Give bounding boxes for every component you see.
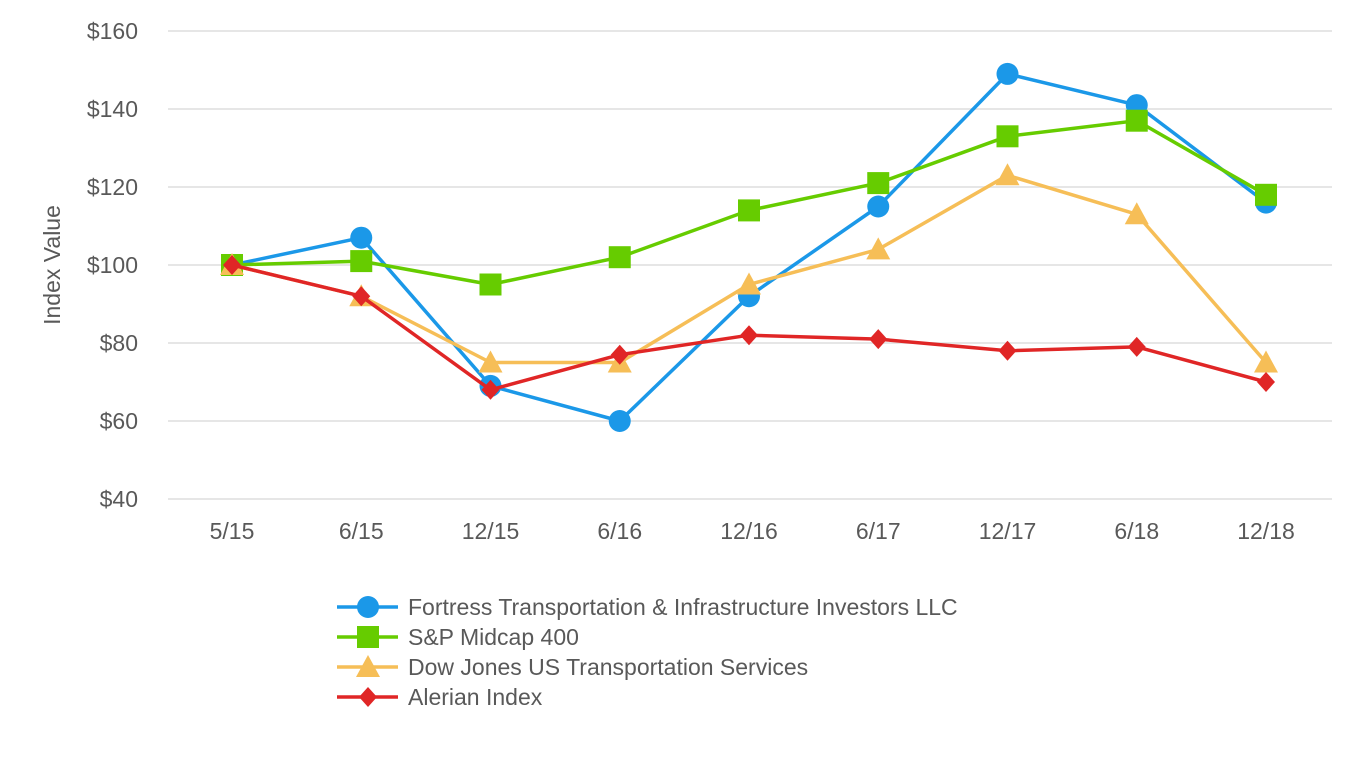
data-point-circle bbox=[608, 410, 631, 432]
x-axis-tick-labels: 5/15 6/15 12/15 6/16 12/16 6/17 12/17 6/18 12/18 bbox=[210, 518, 1295, 544]
x-tick-label: 12/16 bbox=[720, 518, 778, 544]
legend-label: Alerian Index bbox=[408, 684, 543, 710]
y-tick-label: $60 bbox=[100, 408, 138, 434]
data-point-triangle bbox=[478, 350, 503, 373]
y-axis-tick-labels: $40 $60 $80 $100 $120 $140 $160 bbox=[87, 18, 138, 512]
y-axis-title: Index Value bbox=[39, 205, 65, 325]
y-tick-label: $120 bbox=[87, 174, 138, 200]
legend-swatch-marker bbox=[357, 596, 379, 618]
data-point-triangle bbox=[737, 272, 761, 295]
data-point-triangle bbox=[995, 163, 1020, 186]
x-tick-label: 5/15 bbox=[210, 518, 255, 544]
data-point-diamond bbox=[740, 325, 758, 346]
legend-label: S&P Midcap 400 bbox=[408, 624, 579, 650]
data-point-diamond bbox=[1257, 372, 1275, 392]
legend-item: Fortress Transportation & Infrastructure… bbox=[337, 594, 958, 620]
data-point-square bbox=[1125, 109, 1148, 132]
data-point-circle bbox=[867, 195, 890, 218]
legend-label: Fortress Transportation & Infrastructure… bbox=[408, 594, 958, 620]
data-point-circle bbox=[350, 226, 373, 249]
data-point-diamond bbox=[481, 379, 500, 400]
x-tick-label: 12/18 bbox=[1237, 518, 1295, 544]
series-4 bbox=[223, 255, 1275, 400]
data-point-square bbox=[867, 172, 890, 195]
x-tick-label: 6/18 bbox=[1114, 518, 1159, 544]
y-tick-label: $40 bbox=[100, 486, 138, 512]
x-tick-label: 12/17 bbox=[979, 518, 1037, 544]
data-point-diamond bbox=[998, 340, 1017, 361]
legend-swatch-marker bbox=[359, 687, 377, 707]
data-point-square bbox=[996, 125, 1019, 148]
legend: Fortress Transportation & Infrastructure… bbox=[337, 594, 958, 710]
data-point-square bbox=[738, 199, 760, 222]
y-tick-label: $100 bbox=[87, 252, 138, 278]
series-line bbox=[231, 72, 1268, 423]
x-tick-label: 6/16 bbox=[597, 518, 642, 544]
data-point-triangle bbox=[866, 237, 891, 260]
data-point-diamond bbox=[1127, 336, 1146, 357]
y-tick-label: $80 bbox=[100, 330, 138, 356]
legend-label: Dow Jones US Transportation Services bbox=[408, 654, 808, 680]
y-tick-label: $160 bbox=[87, 18, 138, 44]
legend-item: Alerian Index bbox=[337, 684, 543, 710]
data-point-triangle bbox=[1124, 202, 1149, 225]
data-point-square bbox=[479, 273, 502, 296]
series-1 bbox=[221, 62, 1277, 432]
x-tick-label: 6/17 bbox=[856, 518, 901, 544]
data-point-triangle bbox=[1254, 350, 1278, 373]
series-2 bbox=[221, 109, 1277, 296]
data-point-square bbox=[350, 250, 373, 273]
legend-swatch-marker bbox=[356, 655, 380, 677]
legend-swatch-marker bbox=[357, 626, 379, 648]
legend-item: Dow Jones US Transportation Services bbox=[337, 654, 808, 680]
data-point-square bbox=[1255, 183, 1277, 206]
gridlines bbox=[168, 30, 1332, 500]
data-point-diamond bbox=[610, 344, 629, 365]
legend-item: S&P Midcap 400 bbox=[337, 624, 579, 650]
x-tick-label: 6/15 bbox=[339, 518, 384, 544]
y-tick-label: $140 bbox=[87, 96, 138, 122]
x-tick-label: 12/15 bbox=[462, 518, 520, 544]
data-point-square bbox=[608, 246, 631, 269]
series-lines bbox=[220, 62, 1278, 432]
data-point-diamond bbox=[352, 286, 371, 307]
data-point-circle bbox=[996, 62, 1019, 85]
data-point-diamond bbox=[869, 329, 888, 350]
data-point-diamond bbox=[223, 255, 241, 275]
